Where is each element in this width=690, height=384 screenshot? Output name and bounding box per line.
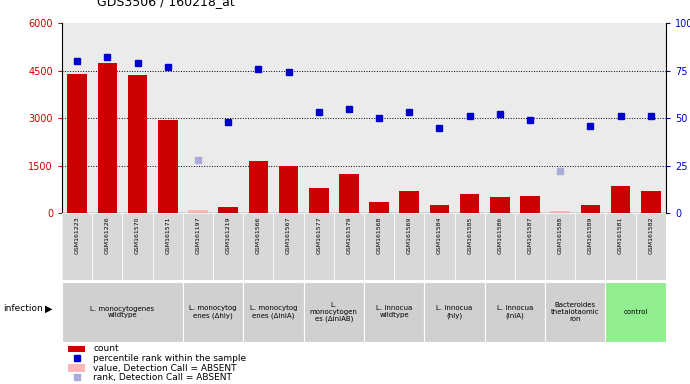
Text: L. monocytogenes
wildtype: L. monocytogenes wildtype <box>90 306 155 318</box>
Text: GSM161585: GSM161585 <box>467 217 472 254</box>
Bar <box>62 213 92 280</box>
Bar <box>218 207 238 213</box>
Bar <box>97 63 117 213</box>
Bar <box>152 213 183 280</box>
Bar <box>183 213 213 280</box>
Bar <box>484 213 515 280</box>
Bar <box>490 197 510 213</box>
Text: L.
monocytogen
es (ΔinlAB): L. monocytogen es (ΔinlAB) <box>310 302 357 322</box>
Bar <box>394 213 424 280</box>
Bar <box>369 202 389 213</box>
Text: GSM161226: GSM161226 <box>105 217 110 254</box>
Text: L. monocytog
enes (Δhly): L. monocytog enes (Δhly) <box>189 305 237 319</box>
Bar <box>304 281 364 343</box>
Bar <box>455 213 484 280</box>
Bar <box>213 213 243 280</box>
Bar <box>304 213 334 280</box>
Text: count: count <box>93 344 119 353</box>
Text: L. innocua
(hly): L. innocua (hly) <box>436 305 473 319</box>
Text: GSM161582: GSM161582 <box>649 217 653 254</box>
Bar <box>188 210 208 213</box>
Bar <box>545 213 575 280</box>
Bar <box>424 213 455 280</box>
Bar <box>520 196 540 213</box>
Text: value, Detection Call = ABSENT: value, Detection Call = ABSENT <box>93 364 237 373</box>
Bar <box>400 191 419 213</box>
Bar <box>128 75 148 213</box>
Bar <box>183 281 243 343</box>
Text: GSM161586: GSM161586 <box>497 217 502 254</box>
Bar <box>606 281 666 343</box>
Bar <box>273 213 304 280</box>
Bar <box>611 186 631 213</box>
Bar <box>92 213 123 280</box>
Bar <box>424 281 484 343</box>
Bar <box>248 161 268 213</box>
Bar <box>62 281 183 343</box>
Bar <box>575 213 606 280</box>
Bar <box>68 344 85 352</box>
Text: GSM161570: GSM161570 <box>135 217 140 254</box>
Bar <box>635 213 666 280</box>
Text: GSM161219: GSM161219 <box>226 217 230 254</box>
Text: Bacteroides
thetaiotaomic
ron: Bacteroides thetaiotaomic ron <box>551 302 600 322</box>
Text: percentile rank within the sample: percentile rank within the sample <box>93 354 246 363</box>
Bar <box>243 213 273 280</box>
Bar <box>364 281 424 343</box>
Bar <box>551 211 570 213</box>
Bar <box>62 213 666 280</box>
Bar <box>641 191 660 213</box>
Text: GSM161588: GSM161588 <box>558 217 562 254</box>
Text: GSM161584: GSM161584 <box>437 217 442 254</box>
Text: GSM161589: GSM161589 <box>588 217 593 254</box>
Text: GSM161579: GSM161579 <box>346 217 351 254</box>
Text: GSM161587: GSM161587 <box>528 217 533 254</box>
Bar <box>68 74 87 213</box>
Bar <box>243 281 304 343</box>
Bar <box>430 205 449 213</box>
Bar <box>339 174 359 213</box>
Bar <box>279 166 298 213</box>
Bar <box>158 120 177 213</box>
Text: GSM161197: GSM161197 <box>195 217 200 254</box>
Bar <box>309 188 328 213</box>
Text: rank, Detection Call = ABSENT: rank, Detection Call = ABSENT <box>93 373 233 382</box>
Text: GSM161566: GSM161566 <box>256 217 261 254</box>
Text: GSM161569: GSM161569 <box>407 217 412 254</box>
Bar <box>460 194 480 213</box>
Text: L. innocua
wildtype: L. innocua wildtype <box>376 306 413 318</box>
Text: GSM161571: GSM161571 <box>166 217 170 254</box>
Bar <box>334 213 364 280</box>
Text: GSM161568: GSM161568 <box>377 217 382 254</box>
Bar <box>580 205 600 213</box>
Text: GDS3506 / 160218_at: GDS3506 / 160218_at <box>97 0 235 8</box>
Text: GSM161577: GSM161577 <box>316 217 321 254</box>
Text: infection: infection <box>3 305 43 313</box>
Bar <box>484 281 545 343</box>
Bar <box>364 213 394 280</box>
Text: GSM161581: GSM161581 <box>618 217 623 254</box>
Bar <box>68 364 85 372</box>
Bar <box>515 213 545 280</box>
Bar <box>545 281 606 343</box>
Text: L. monocytog
enes (ΔinlA): L. monocytog enes (ΔinlA) <box>250 305 297 319</box>
Text: GSM161223: GSM161223 <box>75 217 79 254</box>
Text: GSM161567: GSM161567 <box>286 217 291 254</box>
Bar <box>606 213 635 280</box>
Text: control: control <box>624 309 648 315</box>
Text: ▶: ▶ <box>45 304 52 314</box>
Bar <box>123 213 152 280</box>
Text: L. innocua
(inlA): L. innocua (inlA) <box>497 305 533 319</box>
